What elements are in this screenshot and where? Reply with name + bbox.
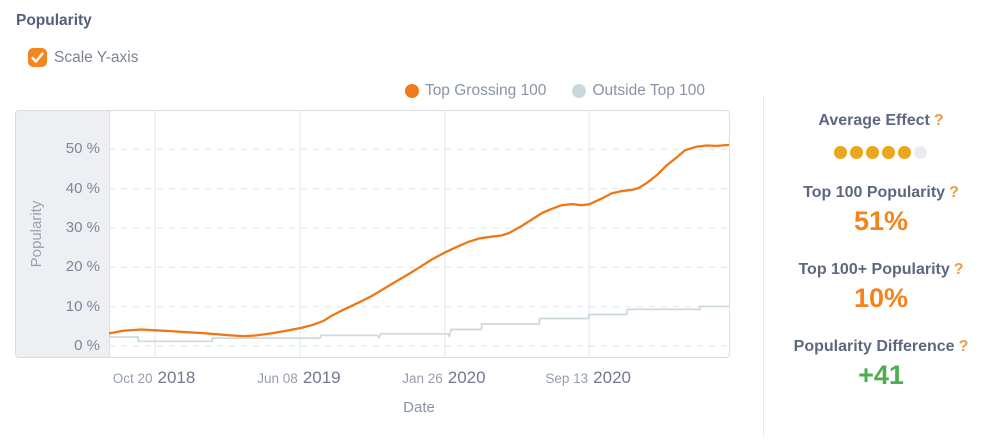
stat-label-text: Top 100 Popularity: [803, 184, 946, 201]
stats-panel: Average Effect? Top 100 Popularity? 51% Top…: [770, 112, 992, 390]
checkbox-checked-icon[interactable]: [28, 48, 47, 67]
x-tick-date: Sep 13: [545, 371, 589, 386]
stat-value: 51%: [853, 206, 909, 236]
stat-label: Top 100+ Popularity?: [798, 261, 963, 279]
x-axis-title: Date: [403, 399, 435, 416]
scale-y-axis-label: Scale Y-axis: [54, 48, 139, 66]
rating-dot-empty-icon: [914, 146, 928, 159]
x-tick-label: Jun 08 2019: [257, 368, 340, 388]
legend-label: Outside Top 100: [592, 82, 706, 99]
legend-dot-icon: [572, 84, 587, 98]
rating-dot-filled-icon: [882, 146, 896, 159]
panel-divider: [763, 96, 764, 436]
stat-label: Popularity Difference?: [794, 338, 969, 356]
help-icon[interactable]: ?: [953, 261, 964, 278]
help-icon[interactable]: ?: [949, 184, 959, 201]
legend-item-0[interactable]: Top Grossing 100: [404, 82, 547, 100]
rating-dot-filled-icon: [834, 146, 848, 159]
x-tick-label: Oct 20 2018: [113, 368, 196, 388]
x-tick-date: Jan 26: [402, 371, 443, 386]
x-tick-label: Sep 13 2020: [545, 368, 631, 388]
plot-area[interactable]: [109, 111, 730, 357]
stat-block-2: Top 100+ Popularity? 10%: [798, 261, 963, 313]
stat-label-text: Top 100+ Popularity: [798, 261, 950, 278]
stat-label: Top 100 Popularity?: [803, 184, 959, 202]
y-axis-band: Popularity 0 % 10 % 20 % 30 % 40 % 50 %: [16, 111, 110, 357]
series-line-0: [109, 143, 729, 338]
rating-dot-filled-icon: [898, 146, 912, 159]
help-icon[interactable]: ?: [958, 338, 969, 355]
x-tick-label: Jan 26 2020: [402, 368, 485, 388]
series-line-1: [109, 305, 729, 343]
scale-y-axis-checkbox[interactable]: Scale Y-axis: [28, 48, 138, 67]
chart-frame: Popularity 0 % 10 % 20 % 30 % 40 % 50 %: [15, 110, 730, 358]
x-tick-year: 2020: [593, 368, 631, 387]
y-tick-label: 10 %: [65, 297, 100, 315]
rating-dot-filled-icon: [850, 146, 864, 159]
y-tick-label: 50 %: [65, 140, 100, 158]
legend-dot-icon: [404, 84, 419, 98]
stat-block-3: Popularity Difference? +41: [794, 338, 969, 390]
legend-label: Top Grossing 100: [424, 82, 547, 99]
y-axis-title: Popularity: [28, 200, 45, 268]
y-tick-label: 20 %: [65, 258, 100, 276]
stat-block-0: Average Effect?: [818, 112, 944, 159]
stat-label-text: Popularity Difference: [793, 338, 955, 355]
x-tick-date: Oct 20: [112, 371, 153, 386]
x-tick-year: 2019: [302, 368, 341, 387]
help-icon[interactable]: ?: [933, 112, 944, 129]
stat-block-1: Top 100 Popularity? 51%: [803, 184, 959, 236]
y-tick-label: 30 %: [65, 219, 100, 237]
stat-value: 10%: [853, 283, 909, 313]
x-tick-year: 2018: [157, 368, 196, 387]
x-tick-year: 2020: [447, 368, 486, 387]
page-title: Popularity: [16, 12, 92, 29]
y-tick-label: 0 %: [74, 337, 100, 354]
x-tick-date: Jun 08: [257, 371, 298, 386]
rating-dots: [818, 146, 943, 159]
y-tick-label: 40 %: [65, 179, 100, 197]
legend: Top Grossing 100 Outside Top 100: [380, 82, 730, 100]
stat-label-text: Average Effect: [818, 112, 930, 129]
rating-dot-filled-icon: [866, 146, 880, 159]
stat-label: Average Effect?: [818, 112, 943, 130]
stat-value: +41: [858, 360, 904, 390]
legend-item-1[interactable]: Outside Top 100: [572, 82, 705, 100]
